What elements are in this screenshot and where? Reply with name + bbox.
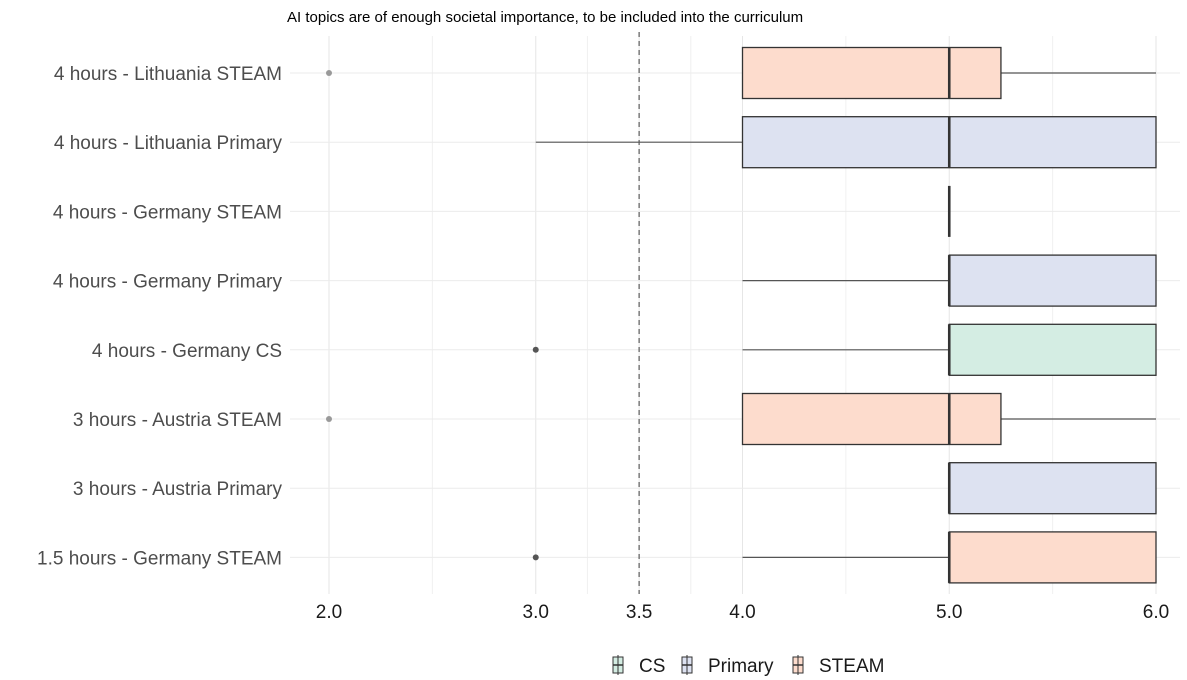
category-label: 3 hours - Austria Primary xyxy=(73,479,283,500)
x-tick-label: 3.5 xyxy=(626,602,652,623)
legend-item-primary: Primary xyxy=(681,655,774,677)
iqr-box xyxy=(948,254,1157,307)
legend-label: STEAM xyxy=(819,656,884,677)
category-label: 1.5 hours - Germany STEAM xyxy=(37,548,282,569)
legend-item-steam: STEAM xyxy=(792,655,884,677)
x-tick-label: 3.0 xyxy=(523,602,549,623)
legend-label: CS xyxy=(639,656,665,677)
category-label: 4 hours - Germany STEAM xyxy=(53,202,282,223)
iqr-box xyxy=(741,46,1002,100)
outlier-point xyxy=(326,70,332,76)
category-label: 4 hours - Germany Primary xyxy=(53,272,283,293)
box-1 xyxy=(326,46,1156,100)
box-4 xyxy=(742,254,1157,307)
legend: CS Primary STEAM xyxy=(612,655,884,677)
category-label: 3 hours - Austria STEAM xyxy=(73,410,282,431)
box-6 xyxy=(326,392,1156,446)
outlier-point xyxy=(532,554,539,561)
box-5 xyxy=(532,323,1157,376)
category-label: 4 hours - Germany CS xyxy=(92,341,282,362)
category-label: 4 hours - Lithuania Primary xyxy=(54,133,283,154)
outlier-point xyxy=(532,346,539,353)
iqr-box xyxy=(741,392,1002,446)
box-layer xyxy=(326,46,1157,584)
category-label: 4 hours - Lithuania STEAM xyxy=(54,64,282,85)
iqr-box xyxy=(948,531,1157,584)
x-tick-label: 6.0 xyxy=(1143,602,1169,623)
chart-title: AI topics are of enough societal importa… xyxy=(287,9,803,26)
x-tick-label: 4.0 xyxy=(729,602,755,623)
box-2 xyxy=(535,116,1157,169)
iqr-box xyxy=(948,462,1157,515)
outlier-point xyxy=(326,416,332,422)
box-8 xyxy=(532,531,1157,584)
category-labels: 4 hours - Lithuania STEAM 4 hours - Lithu… xyxy=(37,64,282,569)
x-tick-label: 5.0 xyxy=(936,602,962,623)
legend-item-cs: CS xyxy=(612,655,665,677)
x-tick-label: 2.0 xyxy=(316,602,342,623)
iqr-box xyxy=(948,323,1157,376)
x-tick-labels: 2.0 3.0 3.5 4.0 5.0 6.0 xyxy=(316,602,1169,623)
legend-label: Primary xyxy=(708,656,774,677)
box-7 xyxy=(947,462,1157,515)
